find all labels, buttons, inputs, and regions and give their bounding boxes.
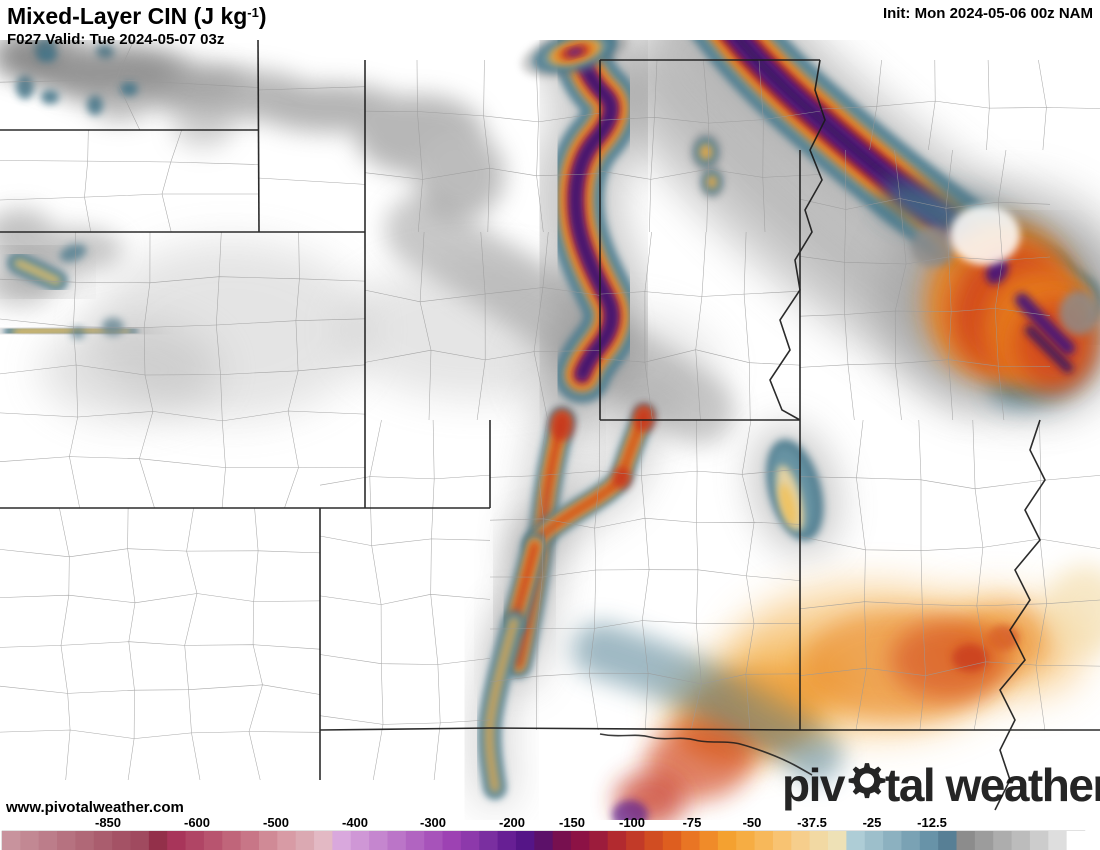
- svg-text:-300: -300: [420, 815, 446, 830]
- svg-text:-600: -600: [184, 815, 210, 830]
- svg-text:tal weather: tal weather: [885, 759, 1100, 811]
- svg-text:-850: -850: [95, 815, 121, 830]
- svg-text:-150: -150: [559, 815, 585, 830]
- svg-text:-37.5: -37.5: [797, 815, 827, 830]
- svg-text:www.pivotalweather.com: www.pivotalweather.com: [5, 799, 184, 816]
- svg-text:piv: piv: [782, 759, 846, 811]
- svg-text:-50: -50: [743, 815, 762, 830]
- svg-text:-12.5: -12.5: [917, 815, 947, 830]
- svg-text:-75: -75: [683, 815, 702, 830]
- svg-text:Init: Mon 2024-05-06 00z NAM: Init: Mon 2024-05-06 00z NAM: [883, 5, 1093, 22]
- svg-text:-200: -200: [499, 815, 525, 830]
- svg-text:-25: -25: [863, 815, 882, 830]
- svg-text:-100: -100: [619, 815, 645, 830]
- svg-text:F027 Valid: Tue 2024-05-07 03z: F027 Valid: Tue 2024-05-07 03z: [7, 31, 224, 48]
- svg-text:Mixed-Layer CIN (J kg-1): Mixed-Layer CIN (J kg-1): [7, 3, 267, 29]
- svg-text:-400: -400: [342, 815, 368, 830]
- svg-text:-500: -500: [263, 815, 289, 830]
